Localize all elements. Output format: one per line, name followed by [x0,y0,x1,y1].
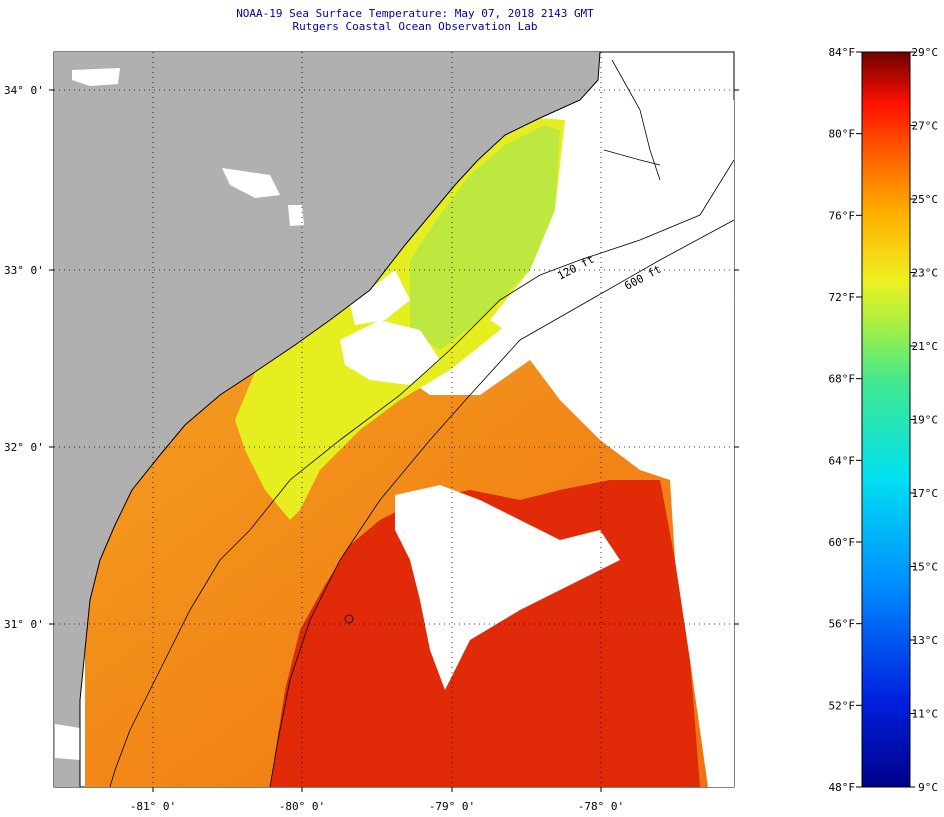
graticule [54,52,734,787]
colorbar-c-label: 9°C [918,781,938,794]
cloud-mask-center [395,485,620,690]
colorbar-f-label: 84°F [829,46,856,59]
sst-green-band [410,125,560,350]
lon-label: -78° 0' [578,800,624,813]
colorbar-c-label: 19°C [912,414,939,427]
colorbar-f-label: 76°F [829,209,856,222]
color-scale-bar [861,51,911,788]
isobath-120ft [109,159,734,787]
lon-label: -81° 0' [130,800,176,813]
colorbar-c-label: 29°C [912,46,939,59]
lat-label: 34° 0' [4,84,44,97]
cloud-mask-north [490,100,734,340]
lat-label: 31° 0' [4,618,44,631]
lon-label: -80° 0' [279,800,325,813]
map-ticks [49,89,739,792]
colorbar-f-label: 56°F [829,618,856,631]
coastline [79,52,601,787]
colorbar-c-label: 21°C [912,340,939,353]
cloud-mask-inshore [340,320,440,385]
colorbar-f-label: 52°F [829,699,856,712]
colorbar-fahrenheit-labels: 84°F 80°F 76°F 72°F 68°F 64°F 60°F 56°F 52°F 48°F [829,46,856,794]
colorbar-f-label: 60°F [829,536,856,549]
cloud-mask-nearshore [350,270,410,325]
colorbar-f-label: 48°F [829,781,856,794]
lat-label: 33° 0' [4,264,44,277]
cloud-mask-east [530,300,734,787]
inland-waterway [603,149,661,166]
colorbar-f-label: 68°F [829,373,856,386]
land-cloud-speck [222,168,280,198]
isobath-600ft [269,219,734,787]
lon-label: -79° 0' [429,800,475,813]
map-title: NOAA-19 Sea Surface Temperature: May 07,… [236,7,594,20]
colorbar-c-label: 27°C [912,120,939,133]
colorbar-f-label: 80°F [829,128,856,141]
colorbar-c-label: 11°C [912,708,939,721]
colorbar-ticks [856,51,915,788]
colorbar-c-label: 23°C [912,267,939,280]
colorbar-c-label: 13°C [912,634,939,647]
land-cloud-speck [72,68,120,86]
land-cloud-speck [55,724,80,760]
colorbar-f-label: 72°F [829,291,856,304]
inland-waterway [611,59,661,181]
colorbar-c-label: 17°C [912,487,939,500]
lat-label: 32° 0' [4,441,44,454]
land-cloud-speck [288,205,304,226]
colorbar-f-label: 64°F [829,454,856,467]
colorbar-c-label: 25°C [912,193,939,206]
land-area [54,52,600,787]
colorbar-celsius-labels: 29°C 27°C 25°C 23°C 21°C 19°C 17°C 15°C 13°C 11°C… [912,46,939,794]
station-marker-icon [344,614,354,624]
map-subtitle: Rutgers Coastal Ocean Observation Lab [292,20,538,33]
colorbar-c-label: 15°C [912,561,939,574]
